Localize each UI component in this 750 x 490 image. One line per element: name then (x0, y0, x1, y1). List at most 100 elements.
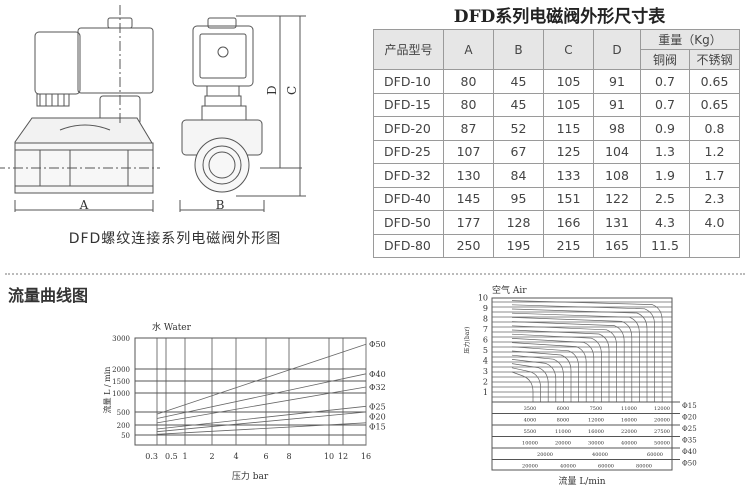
water-flow-chart: 0.3 0.5 1 2 4 6 8 10 12 1650200500100015002000300… (102, 321, 386, 482)
y-tick-label: 6 (483, 336, 488, 345)
air-flow-curve (511, 312, 640, 402)
row-label: Φ20 (682, 414, 697, 422)
valve-outline-drawing: A B D C (0, 5, 306, 212)
header-d: D (593, 29, 641, 70)
flow-value: 12000 (588, 418, 604, 424)
table-row: DFD-15 80 45 105 91 0.7 0.65 (373, 92, 740, 117)
value-cell: 215 (543, 233, 594, 258)
plot-frame (491, 297, 673, 471)
value-cell: 107 (443, 139, 494, 164)
y-tick-label: 2000 (112, 366, 130, 374)
model-cell: DFD-20 (373, 116, 444, 141)
air-flow-curve (511, 363, 549, 402)
value-cell: 2.3 (689, 186, 740, 211)
value-cell: 0.9 (640, 116, 690, 141)
table-row: DFD-32 130 84 133 108 1.9 1.7 (373, 163, 740, 188)
air-flow-curve (511, 342, 587, 402)
flow-value: 60000 (598, 464, 614, 470)
flow-value: 12000 (654, 406, 670, 412)
header-model: 产品型号 (373, 29, 444, 70)
model-cell: DFD-32 (373, 163, 444, 188)
flow-value: 11000 (621, 406, 637, 412)
air-flow-curve (511, 367, 541, 402)
flow-value: 22000 (621, 429, 637, 435)
value-cell: 131 (593, 210, 641, 235)
flow-value: 20000 (537, 452, 553, 458)
value-cell: 0.8 (689, 116, 740, 141)
value-cell: 177 (443, 210, 494, 235)
series-line-Φ50 (156, 343, 367, 415)
series-label: Φ15 (369, 422, 386, 431)
dim-label-b: B (216, 198, 225, 212)
x-axis-label: 压力 bar (232, 470, 269, 482)
y-tick-label: 50 (121, 432, 130, 440)
y-tick-label: 5 (483, 346, 488, 355)
series-line-Φ40 (156, 373, 367, 419)
y-tick-label: 7 (483, 325, 488, 334)
x-tick-label: 8 (286, 452, 291, 461)
value-cell: 1.2 (689, 139, 740, 164)
value-cell: 80 (443, 69, 494, 94)
series-label: Φ25 (369, 402, 386, 411)
y-axis-label: 流量 L / min (102, 367, 112, 414)
x-tick-label: 1 (182, 452, 187, 461)
value-cell (689, 233, 740, 258)
value-cell: 0.65 (689, 69, 740, 94)
value-cell: 104 (593, 139, 641, 164)
y-tick-label: 3 (483, 367, 488, 376)
flow-value: 40000 (560, 464, 576, 470)
table-row: DFD-10 80 45 105 91 0.7 0.65 (373, 69, 740, 94)
table-row: DFD-50 177 128 166 131 4.3 4.0 (373, 210, 740, 235)
series-label: Φ20 (369, 412, 386, 421)
flow-value: 27500 (654, 429, 670, 435)
value-cell: 80 (443, 92, 494, 117)
air-flow-curve (511, 325, 617, 402)
model-cell: DFD-10 (373, 69, 444, 94)
row-label: Φ35 (682, 437, 697, 445)
row-label: Φ25 (682, 425, 697, 433)
flow-value: 16000 (588, 429, 604, 435)
air-flow-chart: 12 34 56 78 910 Φ15 3500 6000 7500 11000 12000 Φ20 4… (463, 284, 697, 487)
value-cell: 91 (593, 92, 641, 117)
value-cell: 1.7 (689, 163, 740, 188)
value-cell: 128 (493, 210, 544, 235)
value-cell: 45 (493, 92, 544, 117)
value-cell: 1.3 (640, 139, 690, 164)
drawing-caption: DFD螺纹连接系列电磁阀外形图 (68, 231, 282, 247)
value-cell: 165 (593, 233, 641, 258)
value-cell: 166 (543, 210, 594, 235)
header-weight: 重量（Kg） (640, 29, 740, 50)
model-cell: DFD-25 (373, 139, 444, 164)
air-flow-curve (511, 346, 579, 402)
flow-value: 16000 (621, 418, 637, 424)
series-label: Φ40 (369, 370, 386, 379)
series-line-Φ20 (156, 411, 367, 433)
model-cell: DFD-80 (373, 233, 444, 258)
table-row: DFD-25 107 67 125 104 1.3 1.2 (373, 139, 740, 164)
flow-value: 8000 (557, 418, 570, 424)
section-title: 流量曲线图 (8, 286, 89, 305)
value-cell: 4.3 (640, 210, 690, 235)
table-row: DFD-20 87 52 115 98 0.9 0.8 (373, 116, 740, 141)
row-label: Φ15 (682, 402, 697, 410)
header-stainless: 不锈钢 (689, 49, 740, 70)
value-cell: 133 (543, 163, 594, 188)
value-cell: 91 (593, 69, 641, 94)
model-cell: DFD-50 (373, 210, 444, 235)
flow-value: 4000 (524, 418, 537, 424)
value-cell: 84 (493, 163, 544, 188)
table-row: DFD-40 145 95 151 122 2.5 2.3 (373, 186, 740, 211)
x-tick-label: 12 (338, 452, 348, 461)
x-tick-label: 6 (263, 452, 268, 461)
air-flow-curve (511, 317, 633, 402)
model-cell: DFD-40 (373, 186, 444, 211)
value-cell: 11.5 (640, 233, 690, 258)
flow-value: 20000 (522, 464, 538, 470)
air-flow-curve (511, 304, 655, 402)
value-cell: 98 (593, 116, 641, 141)
flow-value: 50000 (654, 441, 670, 447)
y-tick-label: 500 (117, 409, 130, 417)
flow-value: 40000 (592, 452, 608, 458)
value-cell: 2.5 (640, 186, 690, 211)
y-tick-label: 8 (483, 315, 488, 324)
